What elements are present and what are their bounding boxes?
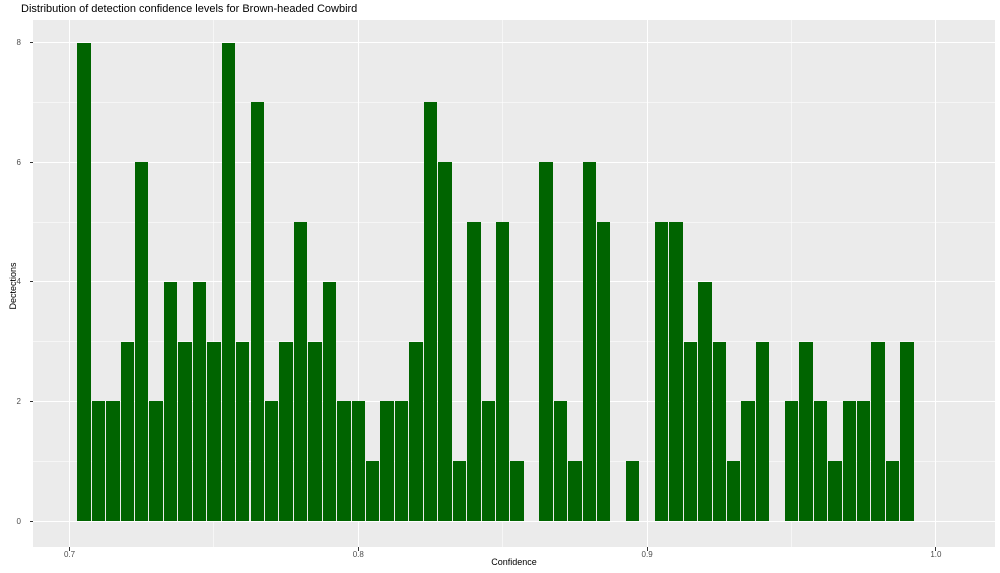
histogram-bar <box>293 222 308 521</box>
x-axis-label: Confidence <box>491 557 537 567</box>
y-axis-tick <box>29 281 33 283</box>
gridline-major-vertical <box>69 20 70 547</box>
x-tick-label: 0.7 <box>63 550 76 559</box>
x-tick-label: 1.0 <box>930 550 942 559</box>
histogram-bar <box>221 42 236 521</box>
histogram-bar <box>481 401 495 521</box>
histogram-bar <box>264 401 279 521</box>
histogram-bar <box>380 401 394 521</box>
histogram-bar <box>727 461 741 521</box>
histogram-bar <box>192 281 207 521</box>
histogram-bar <box>106 401 120 521</box>
histogram-bar <box>799 341 813 521</box>
histogram-bar <box>438 162 452 521</box>
histogram-bar <box>510 461 524 521</box>
histogram-bar <box>553 401 568 521</box>
histogram-bar <box>250 102 264 521</box>
histogram-bar <box>871 341 885 521</box>
gridline-minor-horizontal <box>33 101 995 103</box>
histogram-bar <box>856 401 871 521</box>
histogram-bar <box>423 102 438 521</box>
gridline-major-vertical <box>357 20 359 547</box>
y-tick-label: 2 <box>16 396 21 406</box>
chart-title: Distribution of detection confidence lev… <box>21 3 358 15</box>
gridline-minor-vertical <box>213 20 215 547</box>
histogram-bar <box>337 401 351 521</box>
y-tick-label: 8 <box>16 38 21 48</box>
histogram-bar <box>178 341 192 521</box>
x-tick-label: 0.8 <box>352 550 364 559</box>
histogram-bar <box>683 341 698 521</box>
histogram-bar <box>669 222 683 521</box>
gridline-major-vertical <box>935 20 937 547</box>
histogram-bar <box>91 401 106 521</box>
histogram-bar <box>813 401 828 521</box>
histogram-bar <box>741 401 755 521</box>
plot-panel <box>33 20 995 547</box>
histogram-bar <box>842 401 856 521</box>
histogram-bar <box>120 341 134 521</box>
y-axis-tick <box>29 42 33 44</box>
histogram-bar <box>900 341 914 521</box>
y-tick-label: 6 <box>16 157 21 167</box>
histogram-bar <box>409 341 423 521</box>
histogram-bar <box>77 42 91 521</box>
gridline-major-vertical <box>646 20 648 547</box>
gridline-minor-horizontal <box>33 341 995 343</box>
y-axis-tick <box>29 400 33 402</box>
histogram-bar <box>582 162 597 521</box>
histogram-bar <box>236 341 250 521</box>
histogram-bar <box>134 162 149 521</box>
histogram-bar <box>885 461 900 521</box>
x-axis-tick <box>69 547 70 551</box>
gridline-major-horizontal <box>33 42 995 44</box>
histogram-bar <box>322 281 337 521</box>
y-tick-label: 0 <box>16 516 21 526</box>
y-axis-tick <box>29 161 33 163</box>
y-tick-label: 4 <box>16 277 21 287</box>
histogram-bar <box>625 461 640 521</box>
histogram-bar <box>279 341 293 521</box>
x-axis-tick <box>935 547 937 551</box>
histogram-bar <box>712 341 727 521</box>
gridline-minor-horizontal <box>33 221 995 223</box>
gridline-major-horizontal <box>33 400 995 402</box>
histogram-bar <box>698 281 712 521</box>
histogram-bar <box>495 222 510 521</box>
histogram-bar <box>654 222 669 521</box>
histogram-bar <box>394 401 409 521</box>
histogram-bar <box>351 401 366 521</box>
histogram-bar <box>308 341 322 521</box>
histogram-bar <box>207 341 221 521</box>
histogram-bar <box>828 461 842 521</box>
histogram-bar <box>163 281 178 521</box>
gridline-minor-vertical <box>791 20 792 547</box>
x-axis-tick <box>646 547 648 551</box>
histogram-bar <box>366 461 380 521</box>
gridline-major-horizontal <box>33 161 995 163</box>
histogram-bar <box>452 461 467 521</box>
histogram-bar <box>755 341 770 521</box>
x-tick-label: 0.9 <box>641 550 653 559</box>
histogram-bar <box>149 401 163 521</box>
histogram-bar <box>784 401 799 521</box>
gridline-major-horizontal <box>33 520 995 522</box>
histogram-bar <box>539 162 553 521</box>
x-axis-tick <box>357 547 359 551</box>
gridline-major-horizontal <box>33 281 995 283</box>
y-axis-label: Dectections <box>8 262 18 310</box>
y-axis-tick <box>29 520 33 522</box>
histogram-bar <box>467 222 481 521</box>
histogram-bar <box>597 222 611 521</box>
histogram-bar <box>568 461 582 521</box>
